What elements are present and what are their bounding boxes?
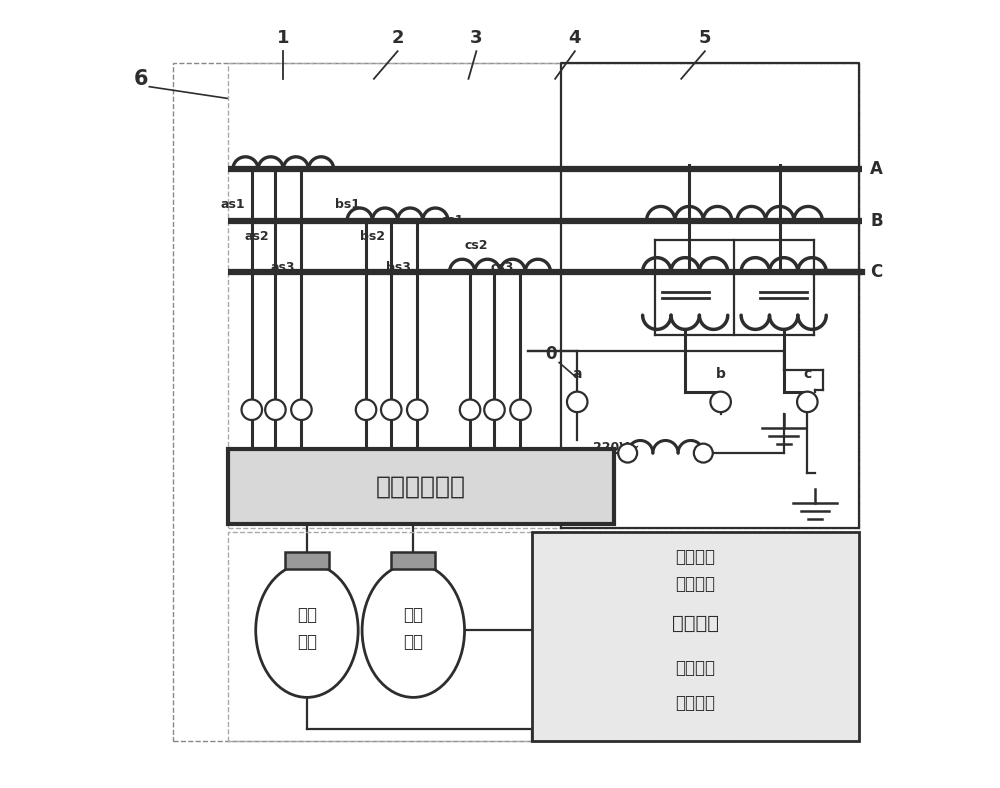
Text: bs3: bs3 xyxy=(386,262,411,274)
Circle shape xyxy=(710,392,731,412)
Text: 馈线终端: 馈线终端 xyxy=(672,615,719,634)
Text: c: c xyxy=(803,367,811,381)
Text: 电流采集: 电流采集 xyxy=(675,659,715,677)
FancyBboxPatch shape xyxy=(391,552,435,569)
Text: 航插: 航插 xyxy=(403,634,423,651)
Text: 0: 0 xyxy=(545,344,557,362)
Text: 3: 3 xyxy=(470,29,483,47)
Text: a: a xyxy=(572,367,582,381)
Text: cs1: cs1 xyxy=(440,214,464,227)
Circle shape xyxy=(407,400,428,420)
Circle shape xyxy=(356,400,376,420)
Text: 电压: 电压 xyxy=(403,606,423,623)
Text: 航插端子: 航插端子 xyxy=(675,694,715,712)
Text: b: b xyxy=(716,367,726,381)
Circle shape xyxy=(618,444,637,463)
Text: C: C xyxy=(870,263,883,281)
Text: cs2: cs2 xyxy=(465,240,488,252)
Text: B: B xyxy=(870,212,883,229)
Text: 电压采集: 电压采集 xyxy=(675,548,715,566)
Text: 航插: 航插 xyxy=(297,634,317,651)
FancyBboxPatch shape xyxy=(285,552,329,569)
Text: as3: as3 xyxy=(271,262,295,274)
Circle shape xyxy=(242,400,262,420)
FancyBboxPatch shape xyxy=(228,449,614,524)
Circle shape xyxy=(381,400,402,420)
Text: bs2: bs2 xyxy=(360,230,385,243)
Text: 220V~: 220V~ xyxy=(593,440,639,454)
Text: bs1: bs1 xyxy=(335,199,360,211)
Ellipse shape xyxy=(256,563,358,697)
Circle shape xyxy=(291,400,312,420)
Circle shape xyxy=(265,400,286,420)
Text: 航插端子: 航插端子 xyxy=(675,575,715,593)
Circle shape xyxy=(694,444,713,463)
Circle shape xyxy=(567,392,587,412)
Circle shape xyxy=(797,392,818,412)
Text: 2: 2 xyxy=(391,29,404,47)
Ellipse shape xyxy=(362,563,465,697)
Text: 5: 5 xyxy=(699,29,711,47)
Text: 1: 1 xyxy=(277,29,290,47)
Text: 电流: 电流 xyxy=(297,606,317,623)
Circle shape xyxy=(460,400,480,420)
Text: 6: 6 xyxy=(134,69,149,89)
Text: A: A xyxy=(870,161,883,178)
Circle shape xyxy=(484,400,505,420)
Text: as1: as1 xyxy=(221,199,245,211)
Circle shape xyxy=(510,400,531,420)
Text: cs3: cs3 xyxy=(491,262,514,274)
Text: as2: as2 xyxy=(244,230,269,243)
Text: 二次接线端子: 二次接线端子 xyxy=(376,474,466,499)
FancyBboxPatch shape xyxy=(532,532,859,741)
Text: 4: 4 xyxy=(569,29,581,47)
